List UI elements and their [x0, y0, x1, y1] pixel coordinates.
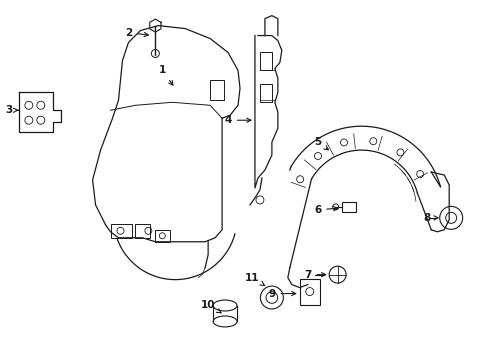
Text: 5: 5: [313, 137, 328, 150]
Bar: [299, 279, 319, 305]
Text: 6: 6: [313, 205, 337, 215]
Bar: [260, 53, 271, 71]
Text: 8: 8: [423, 213, 437, 223]
Text: 2: 2: [124, 28, 148, 37]
Text: 10: 10: [201, 300, 221, 313]
Bar: [110, 224, 132, 238]
Text: 3: 3: [5, 105, 18, 115]
Text: 11: 11: [244, 273, 264, 285]
Text: 4: 4: [224, 115, 250, 125]
Text: 7: 7: [304, 270, 325, 280]
Bar: [260, 84, 271, 102]
Bar: [155, 230, 170, 242]
Bar: [341, 202, 355, 212]
Text: 1: 1: [159, 66, 173, 85]
Text: 9: 9: [268, 289, 295, 298]
Bar: [210, 80, 224, 100]
Bar: [135, 224, 150, 238]
